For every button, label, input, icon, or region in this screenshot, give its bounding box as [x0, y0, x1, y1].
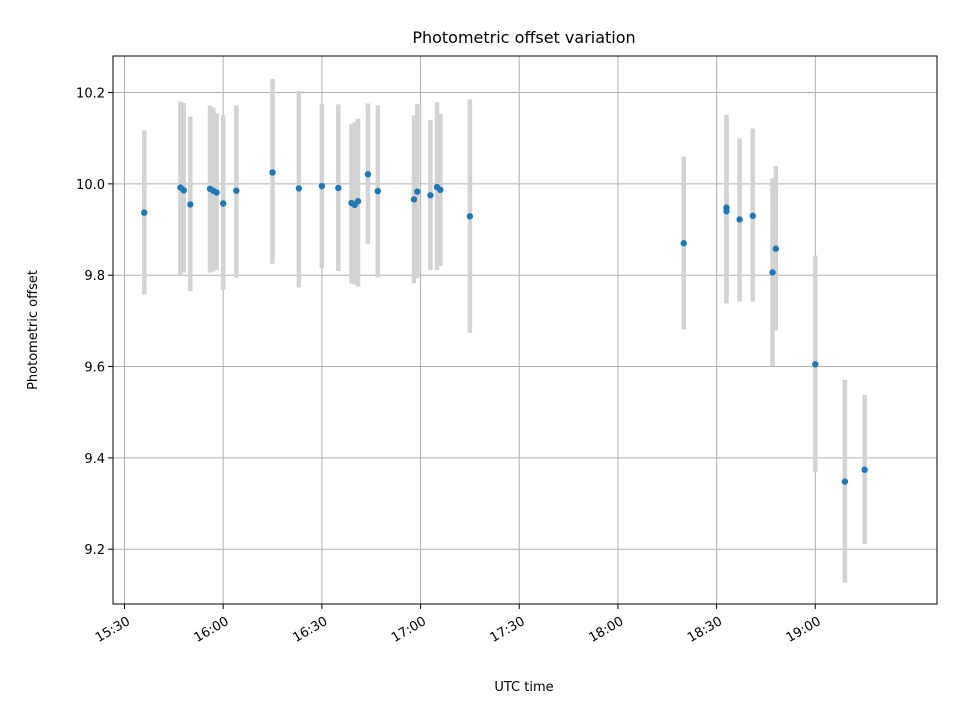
y-tick-label: 10.0 [76, 178, 105, 193]
grid [113, 56, 937, 604]
data-point [219, 200, 227, 207]
data-point [812, 361, 819, 368]
x-tick-label: 18:30 [685, 614, 725, 646]
data-point [141, 209, 148, 216]
x-tick-label: 17:00 [389, 614, 429, 646]
data-point [680, 240, 687, 247]
data-point [335, 184, 342, 192]
y-tick-label: 9.4 [84, 452, 105, 467]
x-tick-label: 16:30 [290, 614, 330, 646]
y-tick-label: 10.2 [76, 87, 105, 102]
data-point [466, 213, 474, 220]
x-axis-label: UTC time [494, 680, 553, 695]
y-axis-ticks: 9.2 9.4 9.6 9.8 10.0 10.2 [76, 87, 113, 558]
data-point [374, 187, 381, 195]
data-point [723, 208, 730, 215]
data-point [769, 269, 776, 276]
data-point [427, 192, 434, 199]
data-point [410, 196, 418, 203]
x-tick-label: 16:00 [192, 614, 232, 646]
data-point [749, 212, 756, 220]
data-points [141, 169, 868, 485]
data-point [841, 478, 849, 485]
data-point [736, 216, 743, 223]
chart-title: Photometric offset variation [412, 28, 635, 47]
data-point [861, 466, 868, 473]
y-tick-label: 9.8 [84, 269, 105, 284]
data-point [354, 198, 362, 205]
x-axis-ticks: 15:30 16:00 16:30 17:00 17:30 18:00 18:30 19:00 [93, 604, 824, 646]
data-point [269, 169, 276, 176]
data-point [187, 201, 194, 208]
x-tick-label: 18:00 [586, 614, 626, 646]
data-point [414, 188, 421, 195]
data-point [318, 182, 326, 190]
data-point [233, 187, 240, 194]
data-point [295, 185, 303, 192]
y-tick-label: 9.6 [84, 361, 105, 376]
plot-frame [112, 55, 938, 605]
data-point [364, 171, 372, 178]
data-point [772, 245, 780, 252]
x-tick-label: 15:30 [93, 614, 133, 646]
y-tick-label: 9.2 [84, 543, 105, 558]
data-point [180, 187, 187, 194]
x-tick-label: 19:00 [784, 614, 824, 646]
error-bars [141, 78, 867, 583]
y-axis-label: Photometric offset [26, 270, 41, 390]
data-point [213, 189, 220, 196]
data-point [437, 186, 444, 194]
x-tick-label: 17:30 [488, 614, 528, 646]
